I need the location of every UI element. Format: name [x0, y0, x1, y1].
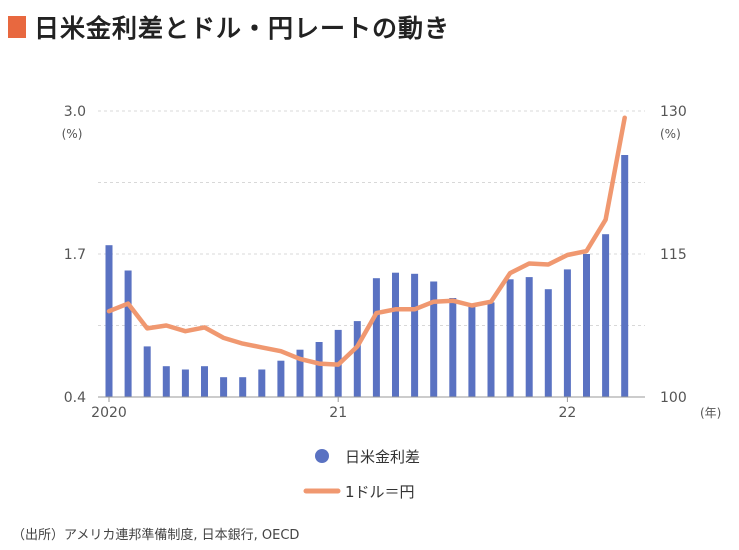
bar: [124, 270, 132, 397]
axes: 3.0 1.7 0.4 (%) 130 115 100 (%) 2020 21 22 (年): [62, 104, 722, 421]
bar: [315, 342, 323, 397]
bar: [143, 346, 151, 397]
line-series-path: [106, 115, 627, 367]
bar: [201, 366, 208, 397]
bar: [239, 377, 247, 397]
bar: [544, 289, 552, 397]
title-marker-icon: [8, 16, 26, 38]
bar-series: [105, 155, 629, 397]
bar: [392, 272, 399, 397]
x-tick-label: 2020: [91, 405, 127, 421]
legend: 日米金利差 1ドル＝円: [303, 448, 420, 501]
right-axis-unit: (%): [660, 127, 681, 141]
source-note: （出所）アメリカ連邦準備制度, 日本銀行, OECD: [12, 528, 300, 543]
x-axis-unit: (年): [700, 406, 721, 420]
right-tick-label: 115: [660, 247, 687, 263]
chart-title-block: 日米金利差とドル・円レートの動き: [8, 10, 450, 44]
left-tick-label: 0.4: [64, 390, 86, 406]
left-axis-unit: (%): [62, 127, 83, 141]
bar: [583, 254, 590, 397]
bar: [468, 306, 476, 397]
legend-line-label: 1ドル＝円: [345, 483, 415, 501]
bar: [372, 278, 380, 397]
bar: [105, 245, 113, 397]
bar: [602, 234, 610, 397]
bar: [181, 369, 189, 397]
bar: [411, 273, 419, 397]
bar: [430, 281, 438, 397]
right-tick-label: 100: [660, 390, 687, 406]
chart-title: 日米金利差とドル・円レートの動き: [34, 14, 451, 43]
bar: [258, 369, 266, 397]
bar: [277, 360, 285, 397]
bar: [353, 321, 361, 397]
bar: [525, 277, 533, 397]
bar: [296, 349, 304, 397]
bar: [563, 269, 571, 397]
left-tick-label: 3.0: [64, 104, 86, 120]
legend-bar-label: 日米金利差: [345, 448, 420, 466]
bar: [162, 366, 170, 397]
bar: [487, 302, 495, 397]
legend-bar-swatch-icon: [315, 449, 329, 463]
grid-lines: [98, 110, 645, 326]
line-series: [106, 115, 627, 367]
bar: [621, 155, 629, 397]
right-tick-label: 130: [660, 104, 687, 120]
bar: [506, 279, 514, 397]
x-tick-label: 22: [558, 405, 576, 421]
bar: [220, 377, 228, 397]
bar: [449, 298, 457, 397]
left-tick-label: 1.7: [64, 247, 86, 263]
x-tick-label: 21: [329, 405, 347, 421]
